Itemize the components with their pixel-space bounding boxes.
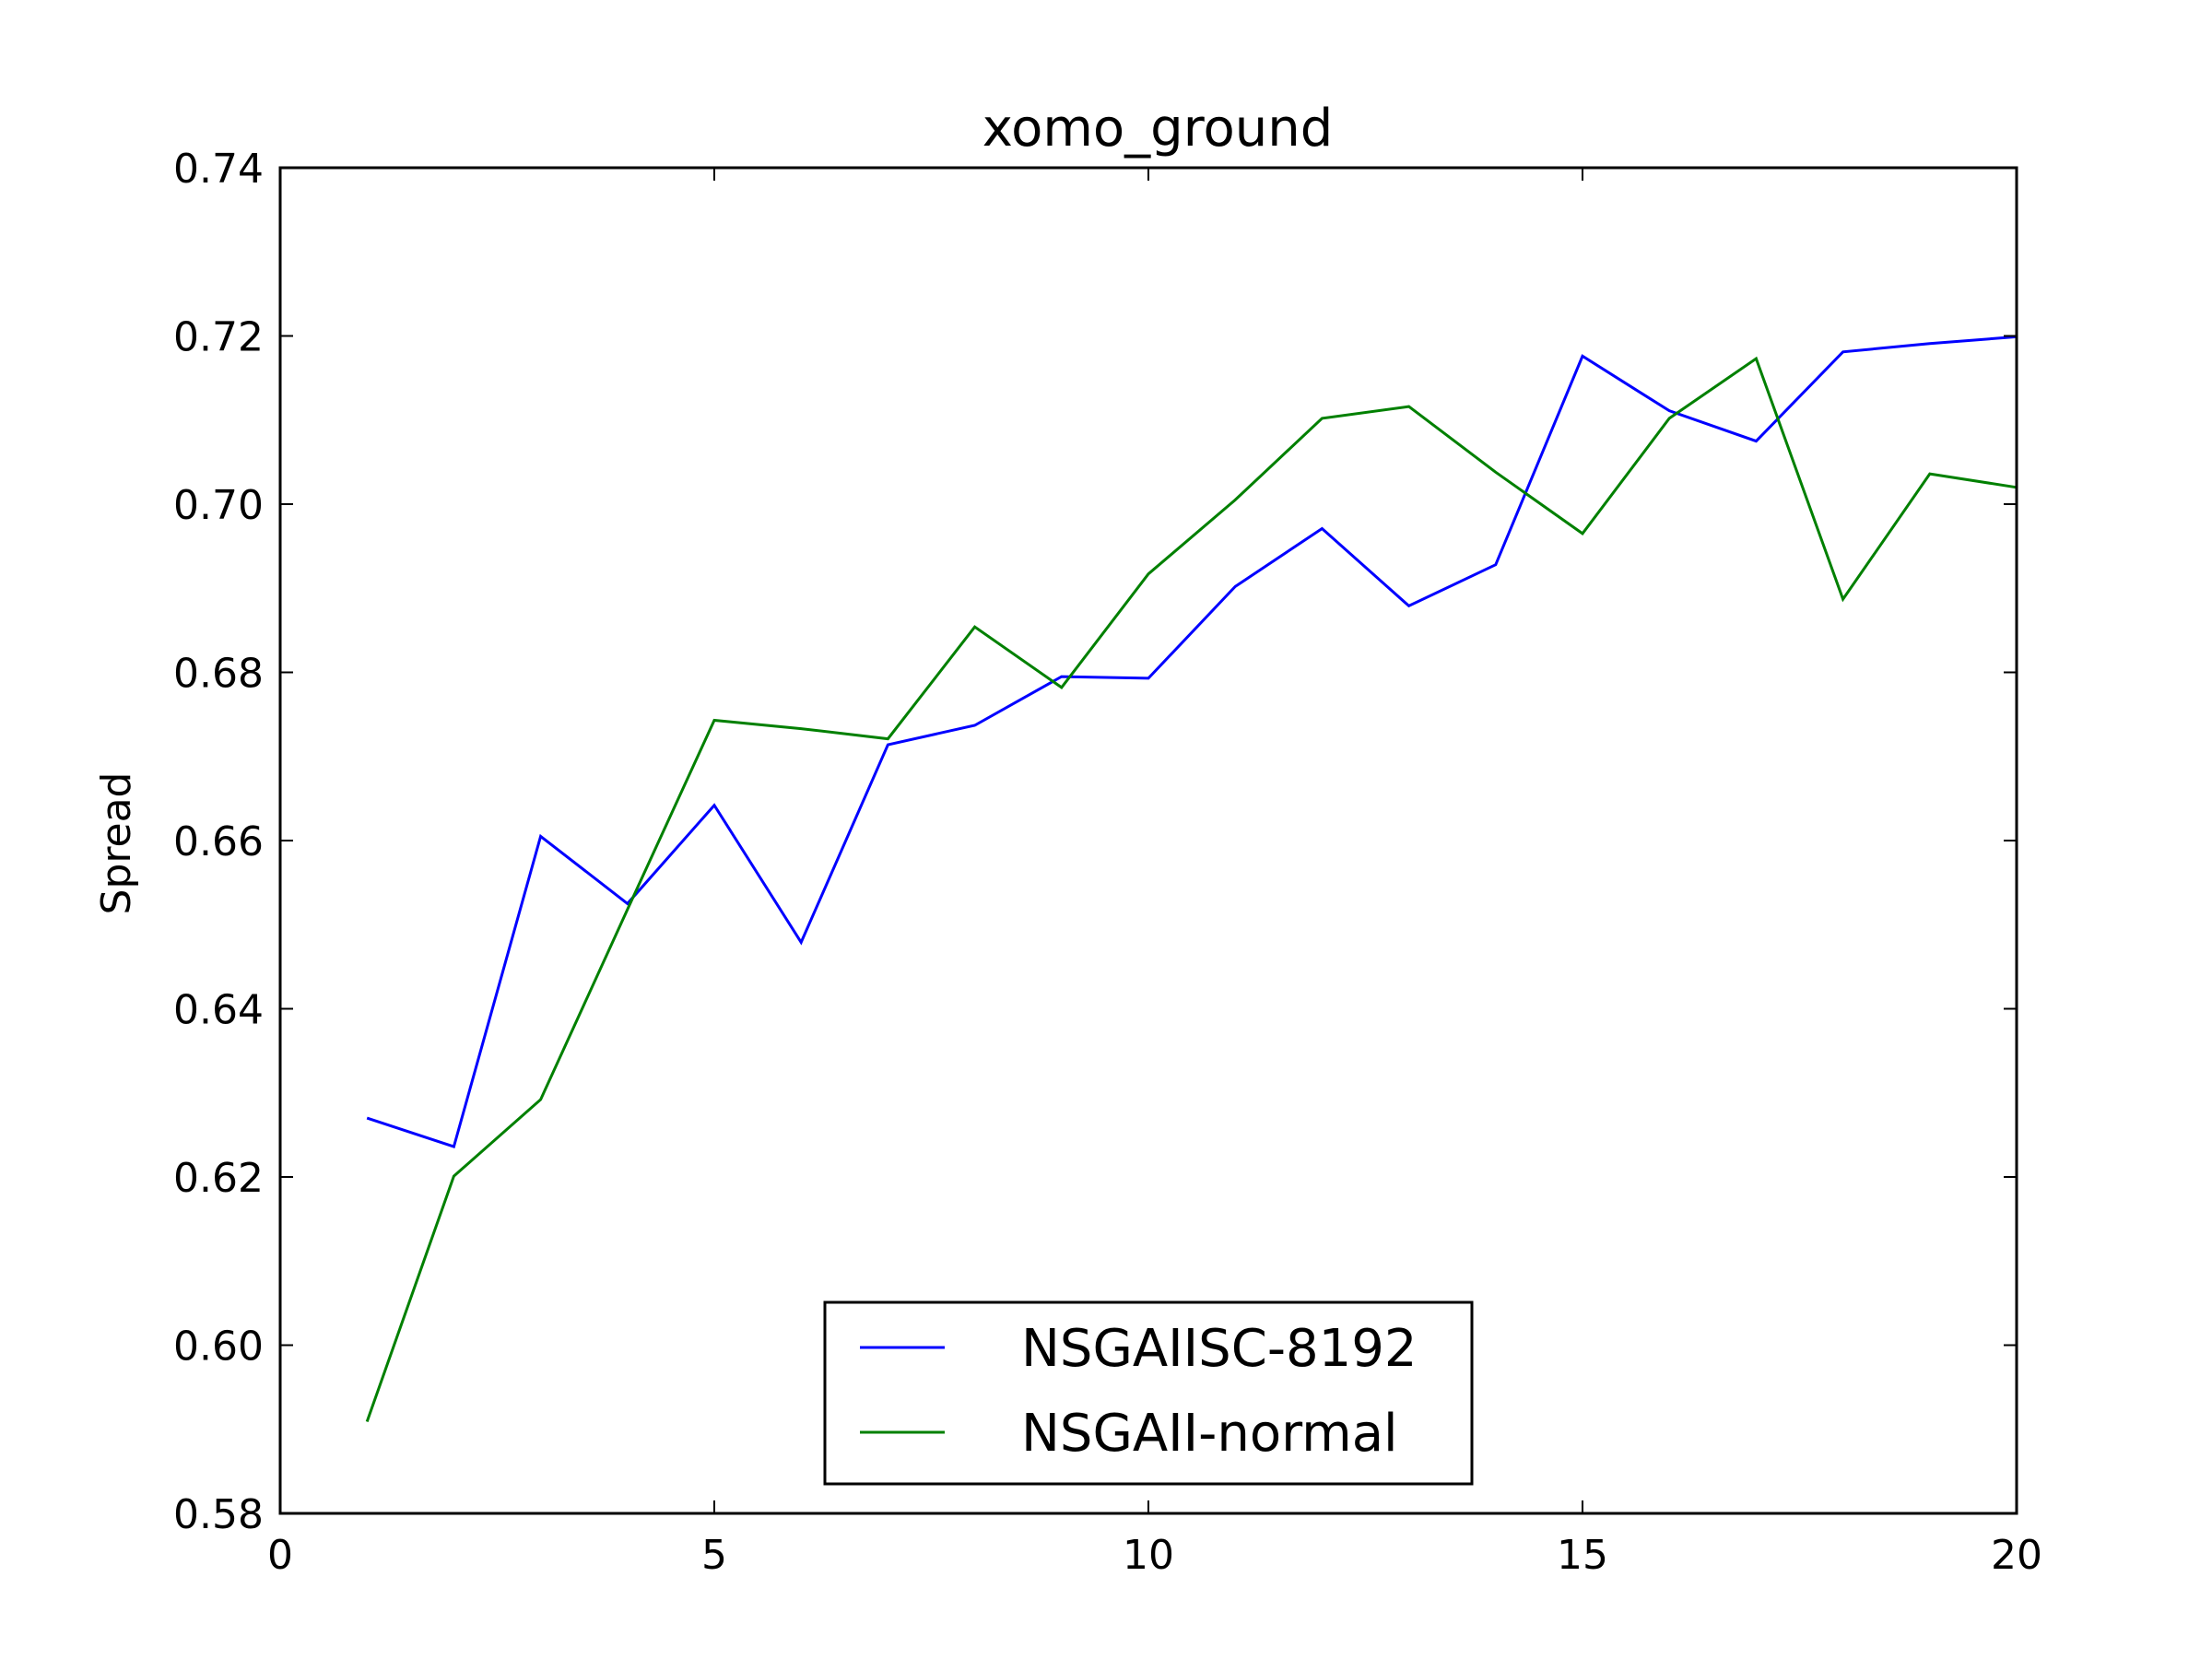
- y-tick-label: 0.68: [173, 651, 264, 698]
- legend-label-nsgaiisc-8192: NSGAIISC-8192: [1021, 1319, 1418, 1379]
- tick-layer: 0 5 10 15 20 0.58 0.60 0.62 0.64 0.66 0.68 0.70 0.72…: [173, 146, 2042, 1579]
- y-tick-label: 0.64: [173, 987, 264, 1034]
- legend-label-nsgaii-normal: NSGAII-normal: [1021, 1404, 1398, 1464]
- x-tick-label: 10: [1123, 1532, 1174, 1579]
- y-axis-label: Spread: [93, 772, 140, 915]
- y-tick-label: 0.58: [173, 1491, 264, 1538]
- y-tick-label: 0.70: [173, 482, 264, 529]
- y-tick-label: 0.66: [173, 818, 264, 865]
- chart-title: xomo_ground: [982, 99, 1334, 159]
- x-tick-label: 5: [701, 1532, 727, 1579]
- x-tick-label: 20: [1991, 1532, 2042, 1579]
- x-tick-label: 15: [1557, 1532, 1608, 1579]
- series-line-nsgaii-normal: [365, 356, 2018, 1423]
- legend-box: [823, 1300, 1474, 1486]
- series-line-nsgaiisc-8192: [366, 335, 2018, 1149]
- y-tick-label: 0.60: [173, 1324, 264, 1371]
- legend: NSGAIISC-8192 NSGAII-normal: [823, 1300, 1474, 1486]
- y-tick-label: 0.72: [173, 314, 264, 361]
- y-tick-label: 0.62: [173, 1155, 264, 1202]
- y-tick-label: 0.74: [173, 146, 264, 193]
- x-tick-label: 0: [267, 1532, 293, 1579]
- series-layer: [365, 335, 2018, 1423]
